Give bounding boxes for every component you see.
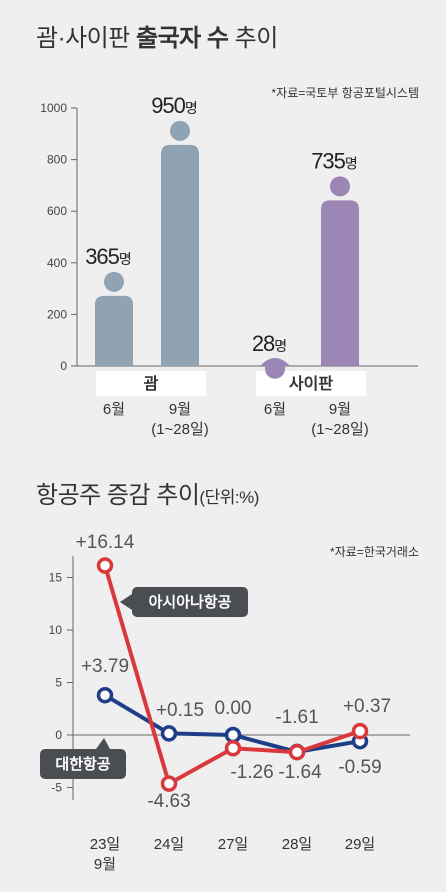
data-point xyxy=(351,722,369,740)
x-category-label: 9월 xyxy=(169,401,191,418)
data-point xyxy=(96,557,114,574)
x-category-label: (1~28일) xyxy=(151,421,209,438)
y-tick-label: 600 xyxy=(47,204,67,218)
data-label: -1.64 xyxy=(278,762,322,783)
data-label: -0.59 xyxy=(338,757,381,778)
y-tick-label: 0 xyxy=(60,359,67,373)
y-tick-label: 1000 xyxy=(40,101,67,115)
chart2-title-part2: 추이 xyxy=(156,482,200,509)
chart2-title-part1: 항공주 증감 xyxy=(36,482,157,509)
chart1-title-bold: 출국자 수 xyxy=(135,25,229,52)
chart1-title-part1: 괌·사이판 xyxy=(36,25,136,52)
data-point xyxy=(224,726,242,744)
group-label: 괌 xyxy=(144,374,159,393)
x-category-label: 6월 xyxy=(264,401,286,418)
chart1-title: 괌·사이판 출국자 수 추이 xyxy=(36,18,278,53)
bar-value-label: 365명 xyxy=(85,244,131,269)
x-category-label: (1~28일) xyxy=(311,421,369,438)
chart2-title: 항공주 증감 추이(단위:%) xyxy=(36,475,259,510)
group-label-box xyxy=(96,371,206,396)
y-tick-label: 5 xyxy=(55,676,62,690)
data-label: -1.26 xyxy=(230,762,273,783)
y-tick-label: 10 xyxy=(49,623,63,637)
data-label: +3.79 xyxy=(81,656,129,677)
x-category-label: 9월 xyxy=(94,856,116,873)
x-category-label: 29일 xyxy=(345,836,376,853)
chart2-source: *자료=한국거래소 xyxy=(330,545,419,559)
x-category-label: 9월 xyxy=(329,401,351,418)
y-tick-label: 200 xyxy=(47,307,67,321)
data-label: +0.37 xyxy=(343,696,391,717)
bar-head xyxy=(104,271,124,292)
bar-value-label: 28명 xyxy=(252,331,286,356)
y-tick-label: 0 xyxy=(55,728,62,742)
series-callout-pointer xyxy=(96,738,110,749)
x-category-label: 28일 xyxy=(282,836,313,853)
data-label: -4.63 xyxy=(147,791,190,812)
bar-value-label: 735명 xyxy=(311,148,357,173)
data-label: -1.61 xyxy=(275,707,318,728)
x-category-label: 23일 xyxy=(90,836,121,853)
bar-head xyxy=(265,358,285,379)
chart1-source: *자료=국토부 항공포털시스템 xyxy=(271,86,420,100)
series-callout-label: 아시아나항공 xyxy=(149,594,232,611)
chart2-title-unit: (단위:%) xyxy=(199,488,259,507)
series-callout-label: 대한항공 xyxy=(55,756,110,773)
data-point xyxy=(96,686,114,704)
y-tick-label: 800 xyxy=(47,153,67,167)
y-tick-label: 15 xyxy=(49,571,63,585)
chart1-title-part2: 추이 xyxy=(228,25,279,52)
data-label: +0.15 xyxy=(156,700,204,721)
bar-head xyxy=(170,120,190,141)
series-callout-box xyxy=(40,749,126,779)
y-tick-label: -5 xyxy=(51,781,62,795)
x-category-label: 24일 xyxy=(154,836,185,853)
data-point xyxy=(288,743,306,761)
bar-body xyxy=(161,144,199,366)
y-tick-label: 400 xyxy=(47,256,67,270)
bar-body xyxy=(95,295,133,366)
data-point xyxy=(160,725,178,742)
series-callout-pointer xyxy=(120,594,132,610)
data-label: 0.00 xyxy=(215,698,252,719)
data-point xyxy=(160,775,178,792)
x-category-label: 27일 xyxy=(218,836,249,853)
bar-head xyxy=(330,176,350,197)
x-category-label: 6월 xyxy=(103,401,125,418)
group-label: 사이판 xyxy=(289,375,333,393)
data-point xyxy=(224,739,242,757)
bar-value-label: 950명 xyxy=(151,93,197,118)
bar-body xyxy=(321,200,359,366)
series-callout-box xyxy=(132,587,248,617)
bar-chart: 0 200 400 600 800 1000 괌 365명 6월 950명 9월 (1~28일) 사이판… xyxy=(40,93,418,438)
data-label: +16.14 xyxy=(76,532,135,553)
